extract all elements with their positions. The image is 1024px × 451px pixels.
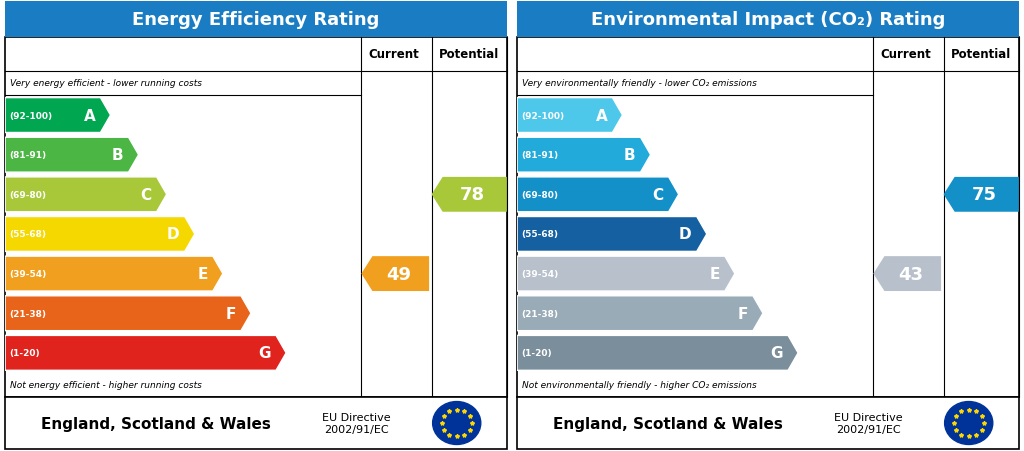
Polygon shape [432,178,507,212]
Text: 49: 49 [386,265,411,283]
Text: (39-54): (39-54) [521,270,558,278]
Text: Environmental Impact (CO₂) Rating: Environmental Impact (CO₂) Rating [591,11,945,29]
Text: E: E [198,267,208,281]
Text: A: A [84,108,95,123]
Text: England, Scotland & Wales: England, Scotland & Wales [41,415,270,431]
Text: (39-54): (39-54) [9,270,46,278]
Text: Potential: Potential [439,48,500,61]
Text: 43: 43 [898,265,923,283]
FancyBboxPatch shape [5,38,507,397]
Polygon shape [944,178,1019,212]
Text: Not energy efficient - higher running costs: Not energy efficient - higher running co… [10,381,202,390]
Text: (69-80): (69-80) [521,190,558,199]
Polygon shape [5,138,138,173]
Text: Very energy efficient - lower running costs: Very energy efficient - lower running co… [10,79,202,88]
Text: EU Directive
2002/91/EC: EU Directive 2002/91/EC [322,412,391,434]
Text: C: C [140,188,152,202]
Polygon shape [361,257,429,291]
Text: F: F [225,306,236,321]
Polygon shape [517,296,763,331]
Text: 75: 75 [972,186,997,204]
Polygon shape [517,98,623,133]
Text: (1-20): (1-20) [9,349,40,358]
Polygon shape [517,336,798,370]
Text: Current: Current [369,48,420,61]
Text: D: D [167,227,180,242]
Polygon shape [5,296,251,331]
Text: G: G [770,345,783,360]
Text: Energy Efficiency Rating: Energy Efficiency Rating [132,11,380,29]
Polygon shape [5,257,223,291]
Text: B: B [624,148,636,163]
Circle shape [432,402,481,445]
Text: (81-91): (81-91) [521,151,558,160]
Text: C: C [652,188,664,202]
Polygon shape [5,98,111,133]
Text: B: B [112,148,124,163]
Text: Current: Current [881,48,932,61]
Text: EU Directive
2002/91/EC: EU Directive 2002/91/EC [834,412,903,434]
Text: 78: 78 [460,186,485,204]
Text: F: F [737,306,748,321]
Polygon shape [517,138,650,173]
Polygon shape [517,178,679,212]
FancyBboxPatch shape [5,397,507,449]
Text: (21-38): (21-38) [9,309,46,318]
Text: (1-20): (1-20) [521,349,552,358]
Text: G: G [258,345,271,360]
Text: (55-68): (55-68) [9,230,46,239]
Text: Not environmentally friendly - higher CO₂ emissions: Not environmentally friendly - higher CO… [522,381,757,390]
FancyBboxPatch shape [517,397,1019,449]
Polygon shape [5,336,286,370]
Text: Very environmentally friendly - lower CO₂ emissions: Very environmentally friendly - lower CO… [522,79,757,88]
Polygon shape [873,257,941,291]
Text: (21-38): (21-38) [521,309,558,318]
Polygon shape [5,217,195,252]
Polygon shape [517,217,707,252]
Text: (55-68): (55-68) [521,230,558,239]
Text: Potential: Potential [951,48,1012,61]
Text: (69-80): (69-80) [9,190,46,199]
Text: (92-100): (92-100) [9,111,52,120]
Text: E: E [710,267,720,281]
Text: (92-100): (92-100) [521,111,564,120]
Text: A: A [596,108,607,123]
Text: England, Scotland & Wales: England, Scotland & Wales [553,415,782,431]
Polygon shape [517,257,735,291]
Circle shape [944,402,993,445]
FancyBboxPatch shape [517,2,1019,38]
Polygon shape [5,178,167,212]
FancyBboxPatch shape [5,2,507,38]
Text: D: D [679,227,692,242]
Text: (81-91): (81-91) [9,151,46,160]
FancyBboxPatch shape [517,38,1019,397]
